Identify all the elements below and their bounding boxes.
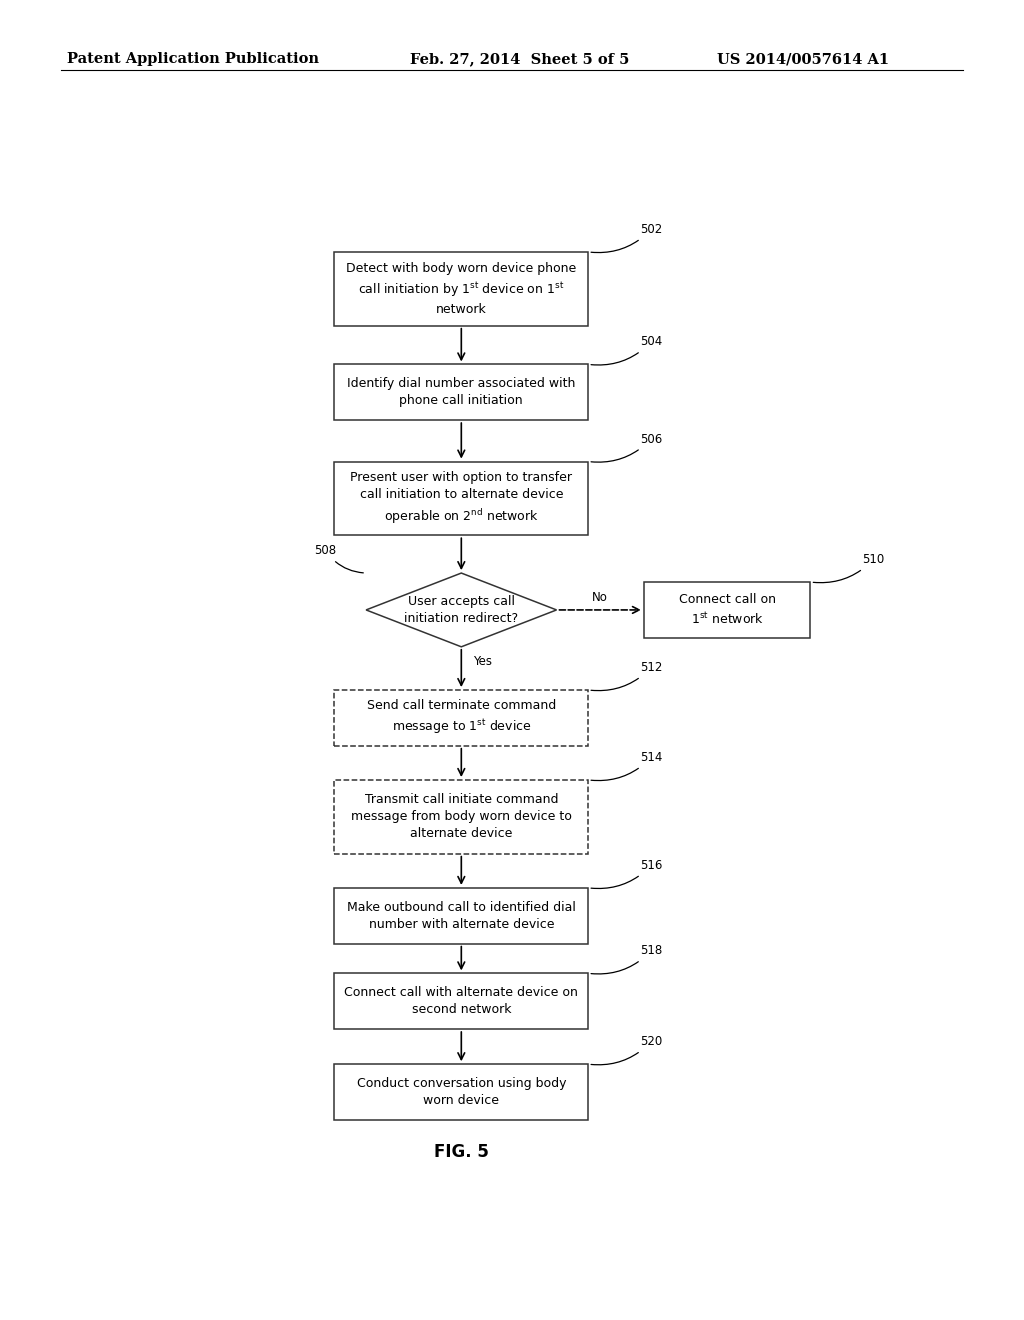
- Text: 504: 504: [591, 335, 663, 366]
- Text: US 2014/0057614 A1: US 2014/0057614 A1: [717, 53, 889, 66]
- Text: Conduct conversation using body
worn device: Conduct conversation using body worn dev…: [356, 1077, 566, 1107]
- Text: Transmit call initiate command
message from body worn device to
alternate device: Transmit call initiate command message f…: [351, 793, 571, 841]
- FancyBboxPatch shape: [334, 690, 588, 746]
- Polygon shape: [367, 573, 557, 647]
- FancyBboxPatch shape: [334, 1064, 588, 1119]
- Text: 508: 508: [314, 544, 364, 573]
- Text: 514: 514: [591, 751, 663, 780]
- Text: Identify dial number associated with
phone call initiation: Identify dial number associated with pho…: [347, 378, 575, 408]
- FancyBboxPatch shape: [334, 462, 588, 536]
- Text: Patent Application Publication: Patent Application Publication: [67, 53, 318, 66]
- Text: 502: 502: [591, 223, 663, 252]
- Text: 516: 516: [591, 859, 663, 888]
- Text: Connect call on
1$^{\mathrm{st}}$ network: Connect call on 1$^{\mathrm{st}}$ networ…: [679, 593, 775, 627]
- Text: 512: 512: [591, 661, 663, 690]
- Text: No: No: [592, 590, 608, 603]
- Text: 520: 520: [591, 1035, 663, 1065]
- FancyBboxPatch shape: [334, 973, 588, 1030]
- Text: Make outbound call to identified dial
number with alternate device: Make outbound call to identified dial nu…: [347, 900, 575, 931]
- Text: Yes: Yes: [473, 655, 493, 668]
- Text: Connect call with alternate device on
second network: Connect call with alternate device on se…: [344, 986, 579, 1016]
- Text: 506: 506: [591, 433, 663, 462]
- FancyBboxPatch shape: [334, 888, 588, 944]
- Text: 510: 510: [813, 553, 885, 582]
- Text: 518: 518: [591, 944, 663, 974]
- FancyBboxPatch shape: [334, 780, 588, 854]
- Text: User accepts call
initiation redirect?: User accepts call initiation redirect?: [404, 595, 518, 624]
- Text: Present user with option to transfer
call initiation to alternate device
operabl: Present user with option to transfer cal…: [350, 471, 572, 525]
- FancyBboxPatch shape: [334, 252, 588, 326]
- Text: Feb. 27, 2014  Sheet 5 of 5: Feb. 27, 2014 Sheet 5 of 5: [410, 53, 629, 66]
- Text: FIG. 5: FIG. 5: [434, 1143, 488, 1162]
- FancyBboxPatch shape: [644, 582, 811, 638]
- Text: Send call terminate command
message to 1$^{\mathrm{st}}$ device: Send call terminate command message to 1…: [367, 700, 556, 737]
- FancyBboxPatch shape: [334, 364, 588, 420]
- Text: Detect with body worn device phone
call initiation by 1$^{\mathrm{st}}$ device o: Detect with body worn device phone call …: [346, 261, 577, 315]
